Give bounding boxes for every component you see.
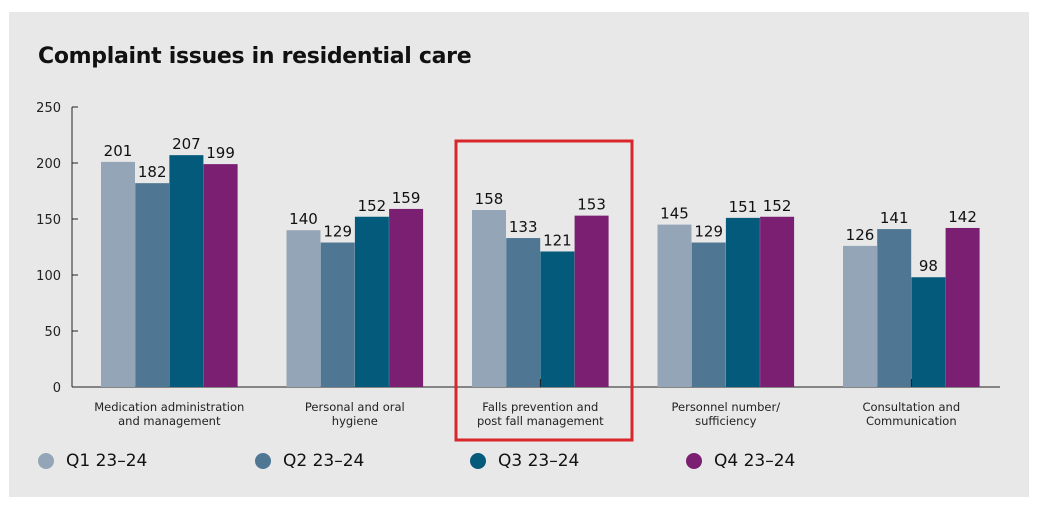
data-label: 159 — [392, 189, 421, 207]
legend-item: Q2 23–24 — [255, 449, 364, 473]
data-label: 142 — [948, 208, 977, 226]
y-tick-label: 150 — [36, 213, 61, 228]
data-label: 153 — [577, 196, 606, 214]
data-label: 207 — [172, 135, 201, 153]
y-tick-label: 100 — [36, 269, 61, 284]
bar — [286, 230, 321, 387]
data-label: 133 — [509, 218, 538, 236]
bar — [911, 277, 946, 387]
legend-swatch-icon — [255, 453, 271, 469]
x-category-label: Personal and oral — [305, 400, 405, 414]
bar — [725, 217, 760, 387]
bar — [203, 164, 238, 387]
data-label: 126 — [846, 226, 875, 244]
data-label: 129 — [694, 223, 723, 241]
legend-item: Q3 23–24 — [470, 449, 579, 473]
bar — [320, 242, 355, 387]
legend-swatch-icon — [470, 453, 486, 469]
bar — [574, 215, 609, 387]
data-label: 199 — [206, 144, 235, 162]
bar — [389, 208, 424, 387]
bar — [169, 155, 204, 387]
data-label: 129 — [323, 223, 352, 241]
data-label: 140 — [289, 210, 318, 228]
data-label: 201 — [104, 142, 133, 160]
legend-label: Q4 23–24 — [714, 451, 796, 471]
x-category-label: and management — [118, 414, 221, 428]
y-tick-label: 0 — [53, 381, 61, 396]
y-tick-label: 50 — [44, 325, 61, 340]
y-tick-label: 200 — [36, 157, 61, 172]
data-label: 158 — [475, 190, 504, 208]
legend-label: Q1 23–24 — [66, 451, 148, 471]
legend-item: Q4 23–24 — [686, 449, 795, 473]
legend-swatch-icon — [38, 453, 54, 469]
legend-label: Q2 23–24 — [283, 451, 365, 471]
data-label: 141 — [880, 209, 909, 227]
bar — [472, 210, 506, 387]
x-category-label: Communication — [866, 414, 957, 428]
data-label: 152 — [763, 197, 792, 215]
data-label: 98 — [919, 257, 938, 275]
bar — [945, 227, 980, 387]
data-label: 145 — [660, 205, 689, 223]
chart-title: Complaint issues in residential care — [38, 44, 472, 69]
bar — [691, 242, 726, 387]
x-category-label: Medication administration — [94, 400, 244, 414]
x-category-label: Falls prevention and — [482, 400, 598, 414]
legend-label: Q3 23–24 — [498, 451, 580, 471]
legend-item: Q1 23–24 — [38, 449, 147, 473]
bar — [540, 251, 575, 387]
x-category-label: hygiene — [332, 414, 378, 428]
legend-swatch-icon — [686, 453, 702, 469]
x-category-label: post fall management — [477, 414, 604, 428]
bar — [101, 161, 135, 387]
highlight-box — [454, 139, 634, 442]
bar — [506, 238, 541, 387]
x-category-label: Personnel number/ — [671, 400, 780, 414]
bar — [135, 183, 170, 387]
bar — [760, 216, 795, 387]
x-category-label: Consultation and — [862, 400, 960, 414]
bar — [877, 229, 912, 387]
data-label: 151 — [729, 198, 758, 216]
data-label: 152 — [358, 197, 387, 215]
bar — [354, 216, 389, 387]
y-tick-label: 250 — [36, 101, 61, 116]
bar — [657, 224, 692, 387]
data-label: 182 — [138, 163, 167, 181]
bar — [843, 245, 877, 387]
data-label: 121 — [543, 231, 572, 249]
x-category-label: sufficiency — [695, 414, 757, 428]
